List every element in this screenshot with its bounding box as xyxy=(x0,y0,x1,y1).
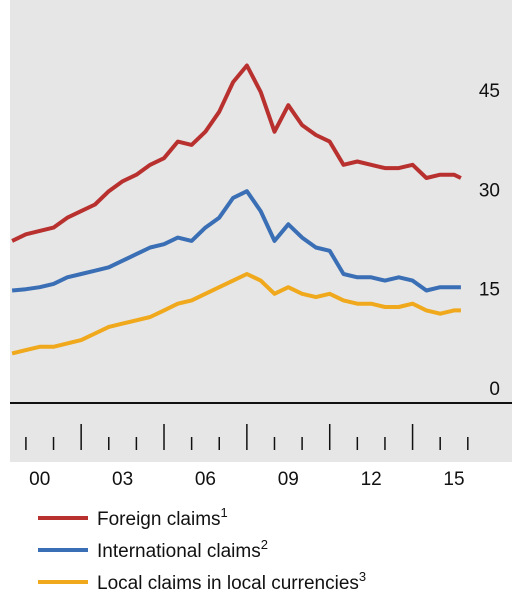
legend-note: 2 xyxy=(261,537,268,552)
y-tick-label: 30 xyxy=(479,180,500,201)
x-tick-label: 00 xyxy=(29,469,50,490)
series-line xyxy=(11,189,461,293)
x-tick-label: 12 xyxy=(361,469,382,490)
x-tick-label: 09 xyxy=(278,469,299,490)
x-tick-label: 03 xyxy=(112,469,133,490)
x-tick-label: 06 xyxy=(195,469,216,490)
legend-label: Foreign claims1 xyxy=(97,505,228,530)
legend-label: International claims2 xyxy=(97,537,268,562)
legend-note: 1 xyxy=(221,505,228,520)
legend-name: Foreign claims xyxy=(97,509,221,530)
x-tick-label: 15 xyxy=(443,469,464,490)
legend-note: 3 xyxy=(359,569,366,584)
legend-name: International claims xyxy=(97,541,261,562)
y-tick-label: 0 xyxy=(489,379,500,400)
y-tick-label: 45 xyxy=(479,81,500,102)
y-tick-label: 15 xyxy=(479,280,500,301)
series-line xyxy=(11,63,462,243)
plot-background xyxy=(10,0,512,462)
legend-label: Local claims in local currencies3 xyxy=(97,569,366,594)
series-line xyxy=(11,272,461,356)
legend-name: Local claims in local currencies xyxy=(97,573,359,594)
